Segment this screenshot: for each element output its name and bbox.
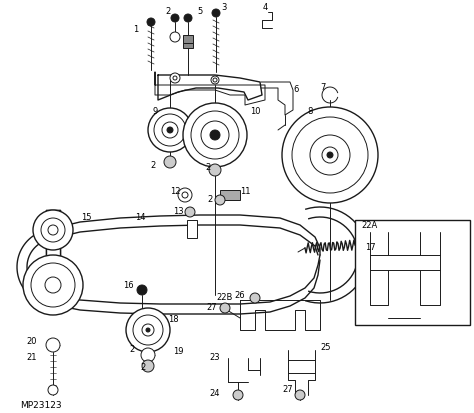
Circle shape xyxy=(45,277,61,293)
Text: 2: 2 xyxy=(205,164,210,173)
Circle shape xyxy=(148,108,192,152)
Circle shape xyxy=(322,147,338,163)
Text: 14: 14 xyxy=(135,214,145,223)
Circle shape xyxy=(233,390,243,400)
Text: 2: 2 xyxy=(129,346,135,354)
Text: 19: 19 xyxy=(173,347,183,356)
Text: 21: 21 xyxy=(27,354,37,363)
Circle shape xyxy=(126,308,170,352)
Text: 26: 26 xyxy=(235,290,246,299)
Text: 27: 27 xyxy=(283,385,293,394)
Text: 15: 15 xyxy=(81,214,91,223)
Bar xyxy=(187,220,197,238)
Circle shape xyxy=(178,188,192,202)
Circle shape xyxy=(212,9,220,17)
Circle shape xyxy=(154,114,186,146)
Text: 1: 1 xyxy=(133,26,138,35)
Text: 22A: 22A xyxy=(362,221,378,230)
Text: 5: 5 xyxy=(197,7,202,17)
Circle shape xyxy=(250,293,260,303)
Text: 13: 13 xyxy=(173,207,183,216)
Circle shape xyxy=(46,338,60,352)
Text: 2: 2 xyxy=(165,7,171,17)
Text: 11: 11 xyxy=(240,188,250,197)
Circle shape xyxy=(142,360,154,372)
Circle shape xyxy=(33,210,73,250)
Circle shape xyxy=(310,135,350,175)
Bar xyxy=(46,210,60,300)
Circle shape xyxy=(146,328,150,332)
Text: 7: 7 xyxy=(320,83,326,93)
Circle shape xyxy=(162,122,178,138)
Text: MP23123: MP23123 xyxy=(20,401,62,410)
Text: 24: 24 xyxy=(210,389,220,397)
Circle shape xyxy=(295,390,305,400)
Text: 20: 20 xyxy=(27,337,37,347)
Bar xyxy=(355,220,470,325)
Circle shape xyxy=(171,14,179,22)
Text: 8: 8 xyxy=(307,107,313,116)
Circle shape xyxy=(137,285,147,295)
Text: 16: 16 xyxy=(123,280,133,290)
Circle shape xyxy=(41,218,65,242)
Circle shape xyxy=(182,192,188,198)
Text: 2: 2 xyxy=(140,363,146,372)
Circle shape xyxy=(133,315,163,345)
Text: 2: 2 xyxy=(207,195,213,204)
Circle shape xyxy=(170,32,180,42)
Circle shape xyxy=(209,164,221,176)
Text: 9: 9 xyxy=(152,107,158,116)
Text: 25: 25 xyxy=(321,344,331,353)
Circle shape xyxy=(191,111,239,159)
Circle shape xyxy=(167,127,173,133)
Circle shape xyxy=(327,152,333,158)
Bar xyxy=(183,43,193,48)
Text: 12: 12 xyxy=(170,188,180,197)
Circle shape xyxy=(142,324,154,336)
Circle shape xyxy=(184,14,192,22)
Circle shape xyxy=(141,348,155,362)
Text: 6: 6 xyxy=(293,85,299,95)
Circle shape xyxy=(210,130,220,140)
Circle shape xyxy=(211,76,219,84)
Circle shape xyxy=(185,207,195,217)
Text: 18: 18 xyxy=(168,316,178,325)
Text: 23: 23 xyxy=(210,354,220,363)
Circle shape xyxy=(48,225,58,235)
Circle shape xyxy=(282,107,378,203)
Circle shape xyxy=(183,103,247,167)
Circle shape xyxy=(213,78,217,82)
Circle shape xyxy=(215,195,225,205)
Circle shape xyxy=(48,385,58,395)
Circle shape xyxy=(147,18,155,26)
Circle shape xyxy=(173,76,177,80)
Circle shape xyxy=(31,263,75,307)
Text: 3: 3 xyxy=(221,3,227,12)
Circle shape xyxy=(23,255,83,315)
Text: 2: 2 xyxy=(150,161,155,169)
Circle shape xyxy=(220,303,230,313)
Text: 4: 4 xyxy=(263,3,268,12)
Circle shape xyxy=(292,117,368,193)
Text: 17: 17 xyxy=(365,244,375,252)
Text: 22B: 22B xyxy=(217,294,233,302)
Bar xyxy=(183,35,193,43)
Text: 27: 27 xyxy=(207,304,217,313)
Circle shape xyxy=(164,156,176,168)
Circle shape xyxy=(170,73,180,83)
Circle shape xyxy=(201,121,229,149)
Text: 10: 10 xyxy=(250,107,260,116)
Bar xyxy=(220,190,240,200)
